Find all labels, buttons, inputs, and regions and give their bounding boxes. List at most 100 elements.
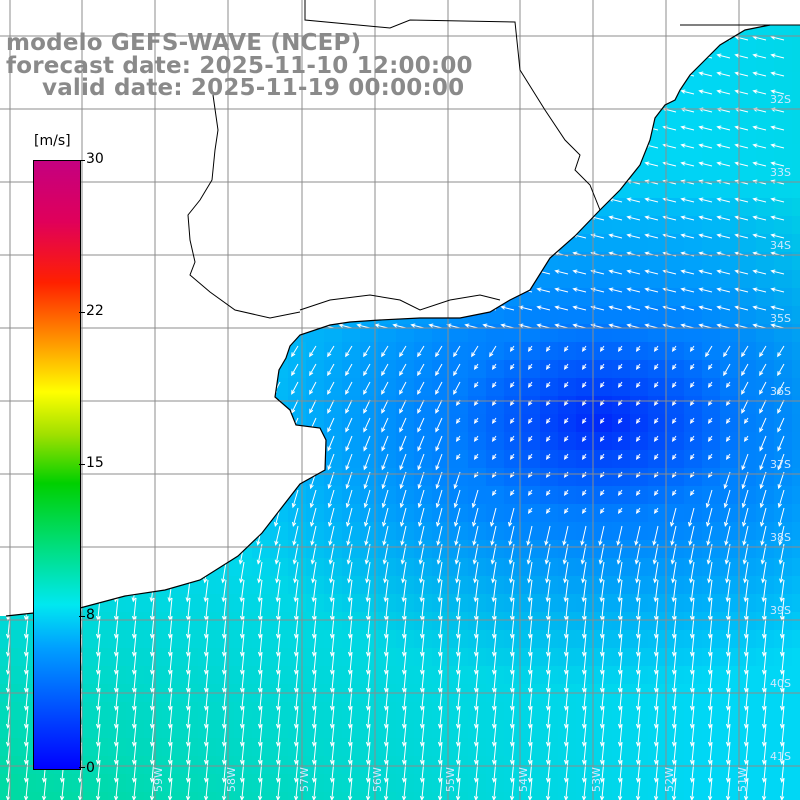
wind-arrow (291, 489, 299, 509)
field-cell (648, 414, 667, 433)
field-cell (36, 0, 55, 19)
wind-arrow (158, 215, 173, 221)
wind-arrow (635, 435, 641, 442)
wind-arrow (320, 233, 335, 239)
wind-arrow (311, 561, 317, 584)
field-cell (378, 468, 397, 487)
wind-arrow (363, 471, 371, 490)
wind-arrow (273, 453, 281, 471)
lon-label: 59W (152, 767, 165, 792)
wind-arrow (212, 233, 227, 239)
field-cell (468, 0, 487, 19)
wind-arrow (734, 89, 749, 95)
field-cell (108, 378, 127, 397)
field-cell (774, 414, 793, 433)
field-cell (360, 108, 379, 127)
wind-arrow (608, 35, 623, 41)
wind-arrow (689, 669, 695, 694)
wind-arrow (572, 125, 587, 131)
wind-arrow (167, 759, 173, 784)
wind-arrow (527, 579, 533, 603)
wind-arrow (644, 215, 659, 221)
wind-arrow (617, 579, 623, 603)
field-cell (414, 378, 433, 397)
field-cell (720, 126, 739, 145)
field-cell (216, 126, 235, 145)
field-cell (594, 72, 613, 91)
field-cell (468, 504, 487, 523)
wind-arrow (752, 269, 767, 275)
field-cell (126, 432, 145, 451)
wind-arrow (705, 345, 713, 358)
wind-arrow (95, 759, 101, 784)
field-cell (396, 306, 415, 325)
field-cell (360, 288, 379, 307)
field-cell (234, 108, 253, 127)
wind-arrow (284, 287, 299, 293)
wind-arrow (572, 269, 587, 275)
wind-arrow (329, 705, 335, 730)
wind-arrow (291, 363, 299, 377)
wind-arrow (356, 143, 371, 149)
field-cell (432, 504, 451, 523)
field-cell (252, 180, 271, 199)
wind-arrow (545, 705, 551, 730)
field-cell (738, 360, 757, 379)
field-cell (792, 486, 800, 505)
field-cell (126, 576, 145, 595)
wind-arrow (743, 759, 749, 784)
field-cell (666, 414, 685, 433)
wind-arrow (147, 399, 155, 414)
wind-arrow (248, 143, 263, 149)
field-cell (576, 306, 595, 325)
wind-arrow (653, 651, 659, 676)
wind-arrow (94, 507, 101, 527)
wind-arrow (392, 215, 407, 221)
field-cell (720, 72, 739, 91)
wind-arrow (419, 651, 425, 676)
wind-arrow (23, 723, 29, 748)
wind-arrow (490, 507, 497, 527)
wind-arrow (329, 651, 335, 676)
wind-arrow (293, 561, 299, 584)
wind-arrow (392, 287, 407, 293)
field-cell (576, 360, 595, 379)
wind-arrow (417, 381, 425, 395)
field-cell (252, 198, 271, 217)
wind-arrow (237, 489, 245, 509)
wind-arrow (147, 381, 155, 395)
wind-arrow (328, 525, 335, 546)
field-cell (540, 288, 559, 307)
wind-arrow (554, 53, 569, 59)
wind-arrow (0, 305, 11, 311)
field-cell (180, 468, 199, 487)
wind-arrow (680, 125, 695, 131)
field-cell (126, 360, 145, 379)
wind-arrow (437, 723, 443, 748)
wind-arrow (86, 287, 101, 293)
field-cell (180, 504, 199, 523)
field-cell (324, 162, 343, 181)
field-cell (144, 432, 163, 451)
wind-arrow (446, 143, 461, 149)
wind-arrow (617, 345, 623, 352)
field-cell (414, 180, 433, 199)
wind-arrow (759, 453, 767, 471)
wind-arrow (383, 579, 389, 603)
field-cell (666, 288, 685, 307)
wind-arrow (653, 669, 659, 694)
wind-arrow (111, 489, 119, 509)
wind-arrow (599, 741, 605, 766)
field-cell (594, 216, 613, 235)
wind-arrow (599, 363, 605, 370)
wind-arrow (381, 453, 389, 471)
field-cell (0, 288, 19, 307)
field-cell (558, 252, 577, 271)
field-cell (198, 0, 217, 19)
field-cell (648, 108, 667, 127)
wind-arrow (653, 435, 659, 442)
wind-arrow (725, 759, 731, 784)
field-cell (162, 162, 181, 181)
field-cell (630, 180, 649, 199)
wind-arrow (275, 741, 281, 766)
